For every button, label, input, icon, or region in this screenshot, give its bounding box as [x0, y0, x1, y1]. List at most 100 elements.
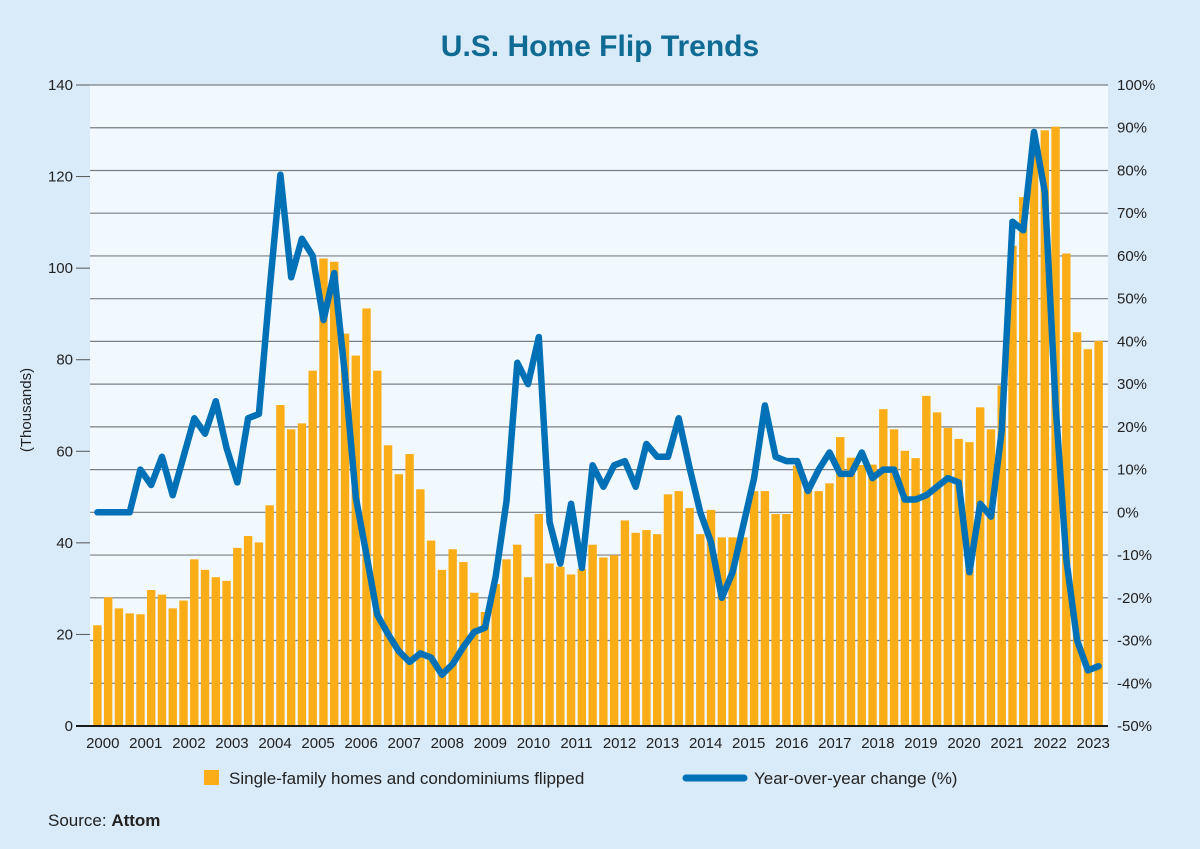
- x-tick-label: 2011: [560, 735, 592, 752]
- y-tick-label: 20: [56, 626, 73, 643]
- bar: [1040, 130, 1049, 726]
- y2-tick-label: 0%: [1117, 504, 1139, 521]
- bar: [792, 465, 802, 726]
- bar: [846, 457, 856, 726]
- bar: [233, 547, 242, 726]
- y2-tick-label: 80%: [1117, 162, 1147, 179]
- bar: [825, 483, 834, 726]
- x-tick-label: 2012: [603, 735, 636, 752]
- bar: [739, 537, 748, 726]
- bar: [179, 600, 188, 726]
- bar: [157, 594, 167, 726]
- bar: [997, 385, 1006, 726]
- x-tick-label: 2006: [344, 735, 377, 752]
- bar: [911, 458, 920, 726]
- y2-tick-label: -50%: [1117, 718, 1152, 735]
- bar: [642, 530, 651, 726]
- bar: [836, 437, 845, 726]
- x-tick-label: 2021: [990, 735, 1023, 752]
- bar: [330, 261, 339, 726]
- y2-tick-label: -20%: [1117, 590, 1152, 607]
- bar: [147, 590, 156, 726]
- bar: [620, 520, 630, 726]
- y2-tick-label: 10%: [1117, 462, 1147, 479]
- bar: [502, 559, 511, 726]
- legend-label-bars: Single-family homes and condominiums fli…: [229, 769, 584, 788]
- bar: [308, 370, 317, 726]
- x-tick-label: 2014: [689, 735, 722, 752]
- bar: [103, 597, 113, 726]
- y2-tick-label: 90%: [1117, 120, 1147, 137]
- bar: [1094, 340, 1103, 726]
- bar: [900, 450, 910, 726]
- y2-tick-label: 60%: [1117, 248, 1147, 265]
- bar: [513, 544, 522, 726]
- bar: [803, 490, 813, 726]
- x-tick-label: 2017: [818, 735, 851, 752]
- legend-label-line: Year-over-year change (%): [754, 769, 957, 788]
- x-tick-label: 2003: [215, 735, 248, 752]
- bar: [717, 537, 727, 726]
- bar: [954, 438, 963, 726]
- bar: [254, 542, 264, 726]
- x-tick-label: 2000: [86, 735, 119, 752]
- bar: [588, 544, 597, 726]
- bar: [545, 563, 554, 726]
- y-tick-label: 80: [56, 352, 73, 369]
- bar: [685, 508, 694, 726]
- y2-tick-label: 70%: [1117, 205, 1147, 222]
- bar: [222, 580, 231, 726]
- bar: [975, 407, 985, 726]
- bar: [986, 429, 996, 726]
- bar: [448, 549, 457, 726]
- x-tick-label: 2020: [947, 735, 980, 752]
- x-tick-label: 2004: [258, 735, 291, 752]
- y-axis-left: 0 20 40 60 80 100 120 140: [48, 77, 90, 735]
- bar: [889, 429, 899, 726]
- bar: [663, 494, 673, 726]
- x-axis: 2000 2001 2002 2003 2004 2005 2006 2007 2008 2009…: [86, 735, 1110, 752]
- bar: [857, 465, 866, 726]
- bar: [1062, 253, 1071, 726]
- y-tick-label: 60: [56, 443, 73, 460]
- y2-tick-label: 100%: [1117, 77, 1155, 94]
- y-tick-label: 120: [48, 169, 73, 186]
- bar: [1072, 332, 1082, 726]
- x-tick-label: 2009: [474, 735, 507, 752]
- bar: [814, 491, 823, 726]
- y-axis-label: (Thousands): [18, 368, 35, 452]
- bar: [469, 592, 479, 726]
- bar: [1083, 349, 1093, 726]
- bar: [782, 514, 791, 726]
- bar: [706, 509, 716, 726]
- bar: [93, 625, 102, 726]
- bar: [1029, 146, 1039, 727]
- x-tick-label: 2001: [129, 735, 162, 752]
- bar: [566, 574, 576, 726]
- bar: [286, 429, 296, 726]
- bar: [932, 412, 942, 726]
- x-tick-label: 2005: [301, 735, 334, 752]
- bar: [523, 577, 533, 726]
- y-tick-label: 100: [48, 260, 73, 277]
- chart-title: U.S. Home Flip Trends: [441, 30, 759, 63]
- bar: [405, 454, 414, 726]
- bar: [243, 535, 253, 726]
- bar: [136, 614, 145, 726]
- bar: [437, 569, 447, 726]
- source-label: Source:: [48, 811, 107, 830]
- y-tick-label: 40: [56, 535, 73, 552]
- bar: [125, 613, 134, 726]
- bar: [265, 505, 274, 726]
- x-tick-label: 2018: [861, 735, 894, 752]
- legend-swatch-bars: [204, 770, 219, 785]
- x-tick-label: 2016: [775, 735, 808, 752]
- y2-tick-label: 40%: [1117, 333, 1147, 350]
- bar: [653, 534, 662, 726]
- bar: [771, 514, 780, 726]
- bar: [319, 258, 328, 726]
- x-tick-label: 2015: [732, 735, 765, 752]
- y2-tick-label: -30%: [1117, 633, 1152, 650]
- bar: [200, 569, 210, 726]
- y-tick-label: 0: [65, 718, 73, 735]
